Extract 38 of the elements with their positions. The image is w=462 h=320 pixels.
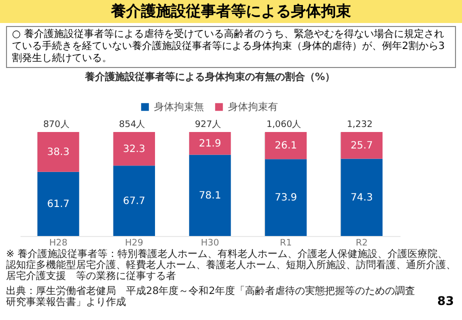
data-label: 73.9 bbox=[274, 192, 297, 204]
data-label: 25.7 bbox=[350, 140, 373, 152]
annotation: 870人 bbox=[43, 119, 70, 130]
source-note: 出典：厚生労働省老健局 平成28年度～令和2年度「高齢者虐待の実態把握等のための調査研究事業報告書」より作成 bbox=[6, 286, 416, 308]
data-label: 38.3 bbox=[47, 146, 70, 158]
bar bbox=[340, 158, 383, 236]
chart-title: 養介護施設従事者等による身体拘束 bbox=[0, 0, 462, 23]
data-label: 61.7 bbox=[47, 198, 70, 210]
text: ○ 養介護施設従事者等による虐待を受けている高齢者のうち、緊急やむを得ない場合に規定されている手続きを経ていない養介護施設従事者等による身体拘束（身体的虐待）が、例年2割から3割発生し続けている。 bbox=[6, 26, 456, 68]
legend-label: 身体拘束無 bbox=[154, 101, 204, 113]
x-tick-label: R2 bbox=[356, 238, 368, 248]
annotation: 1,232 bbox=[346, 120, 373, 130]
legend-label: 身体拘束有 bbox=[228, 101, 278, 113]
chart-subtitle: 養介護施設従事者等による身体拘束の有無の割合（%） bbox=[84, 71, 336, 83]
data-label: 21.9 bbox=[198, 138, 222, 150]
x-tick-label: H28 bbox=[49, 238, 68, 248]
text: 83 bbox=[437, 294, 454, 308]
bar bbox=[37, 132, 80, 172]
data-label: 26.1 bbox=[274, 140, 297, 152]
data-label: 67.7 bbox=[123, 196, 146, 207]
bar bbox=[37, 172, 80, 236]
bar bbox=[264, 132, 307, 160]
data-label: 74.3 bbox=[350, 192, 373, 204]
bar bbox=[189, 132, 231, 155]
data-label: 78.1 bbox=[198, 190, 222, 202]
bar bbox=[113, 166, 156, 236]
annotation: 927人 bbox=[194, 119, 222, 130]
bar bbox=[189, 154, 231, 236]
bar bbox=[264, 159, 307, 236]
bar bbox=[340, 132, 383, 159]
data-label: 32.3 bbox=[123, 144, 146, 155]
annotation: 1,060人 bbox=[266, 119, 302, 130]
text: ※ 養介護施設従事者等：特別養護老人ホーム、有料老人ホーム、介護老人保健施設、介護医療院、認知症多機能型居宅介護、軽費老人ホーム、養護老人ホーム、短期入所施設、訪問看護、通所介護、居宅介護支援 等の業務に従事する者 bbox=[6, 249, 456, 282]
bar bbox=[113, 132, 156, 166]
x-tick-label: R1 bbox=[280, 238, 292, 248]
x-tick-label: H29 bbox=[125, 238, 144, 248]
x-tick-label: H30 bbox=[200, 238, 220, 248]
annotation: 854人 bbox=[119, 119, 146, 130]
